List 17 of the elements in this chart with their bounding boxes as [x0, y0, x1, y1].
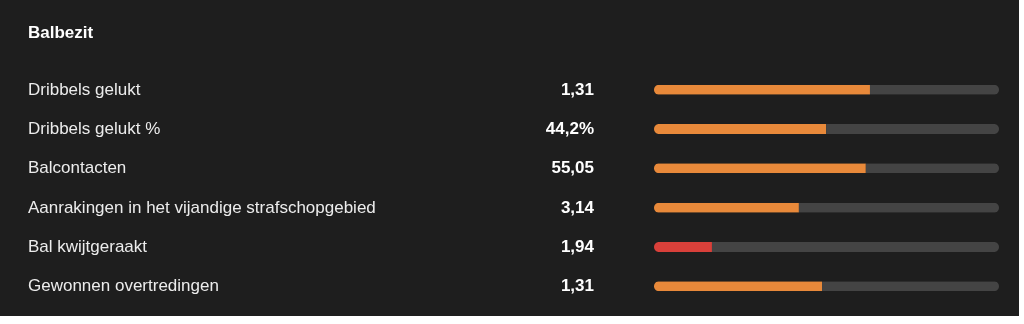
text: 1,94 — [560, 237, 595, 256]
text: 55,05 — [551, 158, 594, 178]
text: 44,2% — [545, 119, 594, 138]
text: 3,14 — [560, 197, 595, 217]
y-tick-label: Dribbels gelukt % — [28, 119, 161, 138]
text: 1,31 — [560, 276, 594, 296]
y-tick-label: Bal kwijtgeraakt — [28, 237, 148, 256]
text: Balbezit — [28, 23, 94, 42]
bar — [826, 124, 999, 134]
bar — [711, 242, 999, 252]
bar — [654, 242, 712, 252]
y-tick-label: Gewonnen overtredingen — [28, 276, 219, 296]
y-tick-label: Balcontacten — [28, 158, 127, 178]
y-tick-label: Aanrakingen in het vijandige strafschopgebied — [28, 197, 376, 217]
text: 1,31 — [560, 79, 594, 99]
y-tick-label: Dribbels gelukt — [28, 79, 141, 99]
bar — [654, 124, 827, 134]
